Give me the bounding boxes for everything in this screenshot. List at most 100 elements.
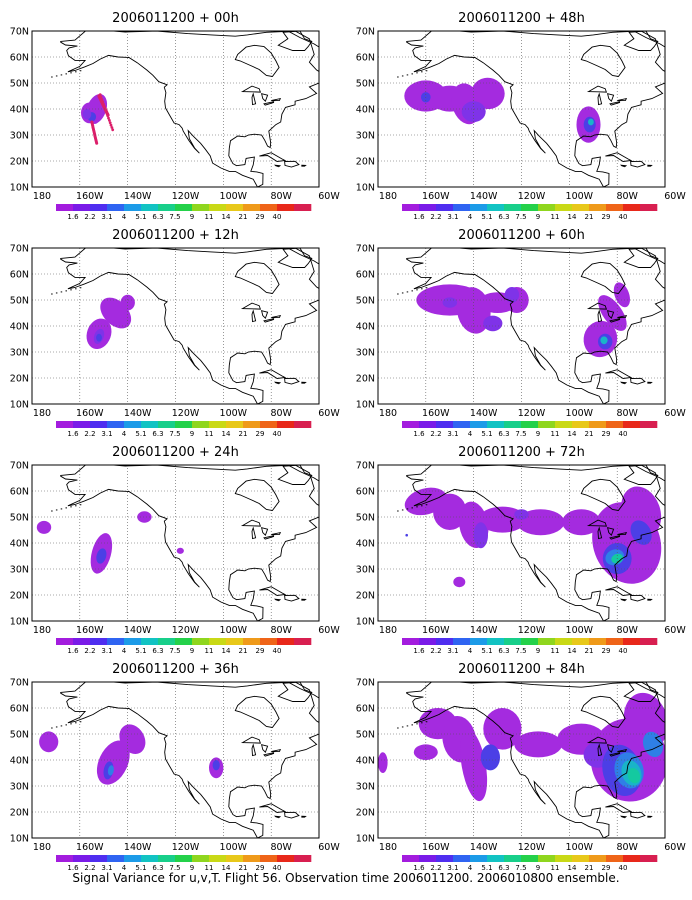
colorbar-segment: [260, 421, 278, 428]
colorbar-segment: [470, 204, 488, 211]
colorbar-segment: [623, 638, 641, 645]
contour-region: [483, 708, 522, 750]
colorbar-segment: [589, 638, 607, 645]
latitude-label: 40N: [10, 105, 29, 116]
colorbar-label: 7.5: [169, 213, 180, 221]
longitude-label: 60W: [318, 408, 340, 419]
graticule: [378, 248, 665, 404]
panel-title: 2006011200 + 48h: [458, 11, 585, 26]
island: [416, 723, 418, 725]
map-panel: 2006011200 + 60h 70N 60N 50N 40N 30N 20N 10N 180…: [356, 228, 687, 438]
colorbar-label: 7.5: [169, 647, 180, 655]
coastline-island: [605, 803, 633, 813]
colorbar-label: 5.1: [135, 647, 146, 655]
island: [411, 290, 413, 292]
longitude-label: 80W: [270, 191, 292, 202]
colorbar-label: 5.1: [481, 647, 492, 655]
map-frame: [31, 681, 320, 839]
longitude-label: 120W: [518, 625, 546, 636]
graticule: [32, 465, 319, 621]
coastline-baffin: [277, 465, 313, 485]
longitude-label: 60W: [664, 842, 686, 853]
longitude-label: 80W: [616, 625, 638, 636]
colorbar-segment: [260, 855, 278, 862]
island: [51, 510, 53, 512]
coastline-newfoundland: [667, 513, 682, 526]
longitude-label: 100W: [220, 191, 248, 202]
island: [55, 726, 58, 728]
coastline-great-lake: [586, 85, 608, 93]
coastline-baffin: [277, 31, 313, 51]
island: [397, 293, 399, 295]
latitude-label: 60N: [10, 270, 29, 281]
map-area: [32, 248, 319, 404]
colorbar-label: 1.6: [413, 430, 425, 438]
colorbar-label: 3.1: [447, 647, 458, 655]
island: [65, 290, 67, 292]
coastline-great-lake: [260, 93, 269, 103]
coastline-newfoundland: [321, 730, 336, 743]
observation-point: [98, 93, 102, 97]
latitude-label: 20N: [356, 808, 375, 819]
longitude-label: 100W: [566, 191, 594, 202]
island: [79, 721, 82, 723]
coastline-island: [619, 164, 628, 168]
island: [75, 288, 77, 290]
coastline-island: [647, 598, 653, 601]
map-area: [378, 465, 682, 621]
contour-region: [82, 109, 92, 120]
contour-region: [627, 767, 641, 784]
coastlines: [397, 248, 665, 404]
colorbar-segment: [158, 204, 176, 211]
colorbar-segment: [141, 638, 159, 645]
colorbar-segment: [623, 421, 641, 428]
colorbar-label: 5.1: [135, 864, 146, 872]
map-panel: 2006011200 + 12h 70N 60N 50N 40N 30N 20N 10N 180…: [10, 228, 341, 438]
map-area: [378, 31, 665, 187]
contour-region: [562, 509, 601, 536]
observation-point: [109, 123, 113, 127]
coastline-island: [647, 381, 653, 384]
contour-region: [471, 77, 505, 110]
coastline-greenland: [633, 465, 665, 482]
colorbar-segment: [158, 855, 176, 862]
longitude-label: 180: [379, 408, 397, 419]
coastline-island: [273, 598, 282, 602]
latitude-label: 40N: [356, 756, 375, 767]
colorbar-label: 2.2: [84, 213, 95, 221]
colorbar-segment: [260, 204, 278, 211]
coastline-baffin: [623, 31, 659, 51]
colorbar-segment: [56, 421, 74, 428]
island: [421, 722, 423, 724]
coastline-great-lake: [260, 310, 269, 320]
island: [79, 287, 82, 289]
colorbar-label: 2.2: [430, 864, 441, 872]
longitude-label: 160W: [422, 408, 450, 419]
observation-point: [405, 533, 408, 537]
longitude-label: 80W: [270, 842, 292, 853]
colorbar-segment: [555, 204, 573, 211]
colorbar-label: 21: [239, 647, 248, 655]
longitude-label: 120W: [518, 408, 546, 419]
colorbar-label: 5.1: [135, 213, 146, 221]
observation-point: [102, 102, 105, 106]
colorbar-label: 1.6: [67, 213, 79, 221]
longitude-label: 160W: [422, 842, 450, 853]
island: [401, 726, 404, 728]
colorbar-segment: [419, 421, 437, 428]
island: [416, 506, 418, 508]
colorbar-label: 7.5: [515, 213, 526, 221]
colorbar-segment: [504, 421, 522, 428]
contour-region: [39, 731, 59, 753]
contour-region: [483, 315, 503, 332]
coastline-island: [301, 164, 307, 167]
colorbar-label: 5.1: [135, 430, 146, 438]
longitude-label: 180: [379, 625, 397, 636]
latitude-label: 40N: [10, 756, 29, 767]
colorbar-label: 29: [602, 864, 611, 872]
colorbar-label: 14: [568, 430, 577, 438]
colorbar-segment: [260, 638, 278, 645]
colorbar-segment: [192, 855, 210, 862]
island: [421, 71, 423, 73]
colorbar-segment: [470, 421, 488, 428]
